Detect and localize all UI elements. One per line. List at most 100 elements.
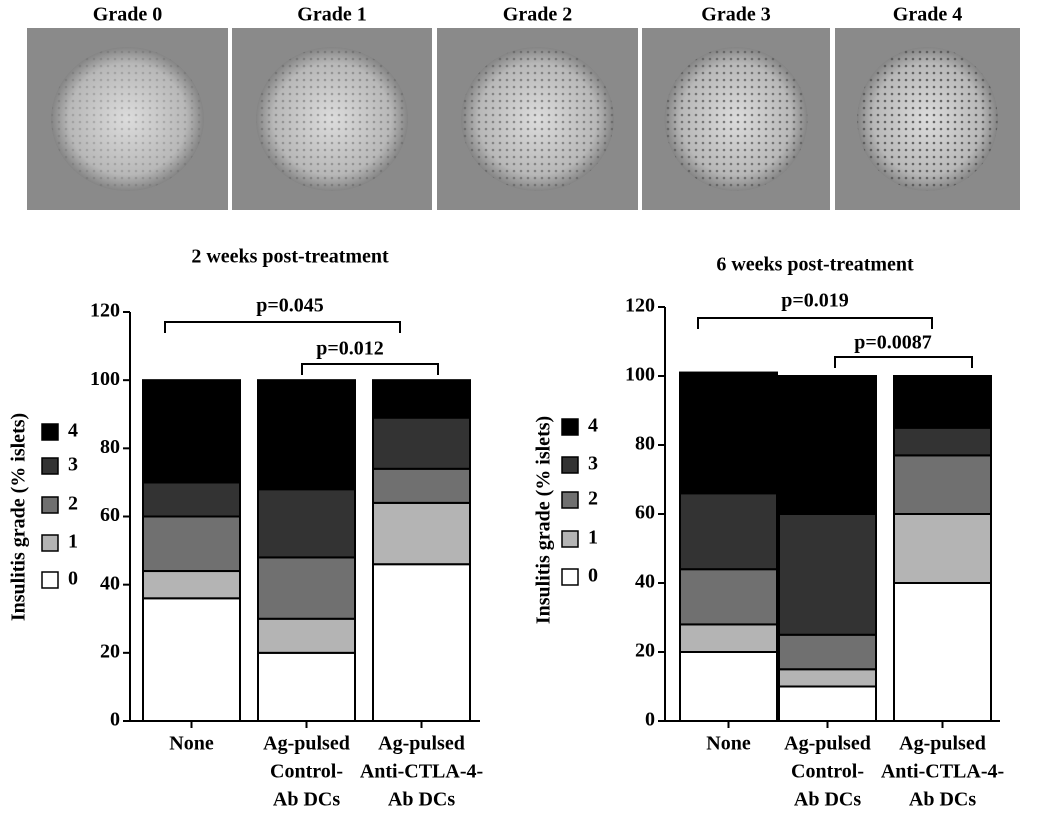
x-tick-label: Ag-pulsed <box>899 733 986 755</box>
p-value: p=0.019 <box>781 290 849 312</box>
legend-swatch <box>41 571 59 589</box>
y-tick-label: 40 <box>635 571 655 593</box>
legend-label: 0 <box>588 565 598 587</box>
bar-segment <box>372 416 471 470</box>
legend-label: 4 <box>588 415 598 437</box>
y-tick-label: 0 <box>645 709 655 731</box>
y-axis-label: Insulitis grade (% islets) <box>533 416 555 624</box>
bar-segment <box>893 375 992 429</box>
bar-segment <box>257 556 356 620</box>
image-label: Grade 1 <box>297 4 366 26</box>
x-tick-label: Ab DCs <box>388 789 455 811</box>
bar-segment <box>372 501 471 566</box>
bar-segment <box>778 513 877 636</box>
y-tick-label: 100 <box>625 364 655 386</box>
significance-bracket <box>697 317 933 329</box>
x-tick-label: Control- <box>270 761 343 783</box>
y-tick-label: 80 <box>100 436 120 458</box>
bar-segment <box>142 481 241 518</box>
significance-bracket <box>301 363 439 375</box>
legend-swatch <box>41 423 59 441</box>
x-tick-label: Control- <box>791 761 864 783</box>
bar-segment <box>778 375 877 515</box>
islet-cells <box>461 47 614 191</box>
p-value: p=0.0087 <box>854 332 932 354</box>
x-tick-label: Ab DCs <box>273 789 340 811</box>
bar-segment <box>142 379 241 484</box>
chart-title: 2 weeks post-treatment <box>191 246 389 268</box>
legend-label: 0 <box>68 568 78 590</box>
x-tick-label: Anti-CTLA-4- <box>881 761 1004 783</box>
bar-segment <box>142 570 241 600</box>
image-label: Grade 0 <box>93 4 162 26</box>
significance-bracket <box>834 356 973 368</box>
y-tick-label: 20 <box>635 640 655 662</box>
legend-swatch <box>561 456 579 474</box>
bar-segment <box>778 633 877 671</box>
islet-cells <box>664 47 808 191</box>
bar-segment <box>679 371 778 495</box>
x-tick-label: Ag-pulsed <box>378 733 465 755</box>
y-tick-label: 80 <box>635 433 655 455</box>
legend-swatch <box>41 496 59 514</box>
islet-cells <box>256 47 408 191</box>
x-tick-label: Ab DCs <box>794 789 861 811</box>
bar-segment <box>257 488 356 559</box>
y-tick-label: 0 <box>110 709 120 731</box>
x-tick-label: Ag-pulsed <box>263 733 350 755</box>
p-value: p=0.045 <box>256 295 324 317</box>
bar-segment <box>893 426 992 457</box>
x-tick-label: None <box>706 733 751 755</box>
bar-segment <box>679 568 778 626</box>
y-tick-label: 20 <box>100 640 120 662</box>
legend-swatch <box>41 534 59 552</box>
legend-label: 1 <box>588 527 598 549</box>
y-tick-label: 100 <box>90 368 120 390</box>
image-label: Grade 3 <box>701 4 770 26</box>
y-tick-label: 120 <box>90 300 120 322</box>
bar-segment <box>778 685 877 722</box>
x-tick-label: None <box>169 733 214 755</box>
y-tick-label: 60 <box>100 504 120 526</box>
image-label: Grade 4 <box>893 4 962 26</box>
bar-segment <box>372 379 471 419</box>
islet-cells <box>51 47 204 191</box>
bar-segment <box>257 379 356 491</box>
legend-label: 2 <box>68 493 78 515</box>
legend-label: 4 <box>68 420 78 442</box>
legend-swatch <box>561 530 579 548</box>
x-tick-label: Ab DCs <box>909 789 976 811</box>
y-tick-label: 60 <box>635 502 655 524</box>
legend-label: 3 <box>588 453 598 475</box>
bar-segment <box>142 515 241 573</box>
significance-bracket <box>164 321 401 333</box>
legend-swatch <box>561 568 579 586</box>
bar-segment <box>679 651 778 722</box>
bar-segment <box>778 668 877 688</box>
y-tick-label: 40 <box>100 572 120 594</box>
bar-segment <box>679 492 778 571</box>
bar-segment <box>893 582 992 722</box>
image-label: Grade 2 <box>503 4 572 26</box>
islet-cells <box>857 47 998 191</box>
p-value: p=0.012 <box>316 338 384 360</box>
bar-segment <box>372 467 471 504</box>
legend-label: 3 <box>68 454 78 476</box>
bar-segment <box>893 513 992 584</box>
bar-segment <box>679 623 778 654</box>
x-tick-label: Anti-CTLA-4- <box>360 761 483 783</box>
legend-swatch <box>561 418 579 436</box>
bar-segment <box>257 651 356 722</box>
bar-segment <box>893 454 992 516</box>
x-tick-label: Ag-pulsed <box>784 733 871 755</box>
legend-label: 2 <box>588 488 598 510</box>
y-axis-label: Insulitis grade (% islets) <box>8 413 30 621</box>
legend-swatch <box>561 491 579 509</box>
bar-segment <box>257 617 356 654</box>
bar-segment <box>372 563 471 723</box>
bar-segment <box>142 597 241 722</box>
y-tick-label: 120 <box>625 295 655 317</box>
chart-title: 6 weeks post-treatment <box>716 254 914 276</box>
legend-swatch <box>41 457 59 475</box>
